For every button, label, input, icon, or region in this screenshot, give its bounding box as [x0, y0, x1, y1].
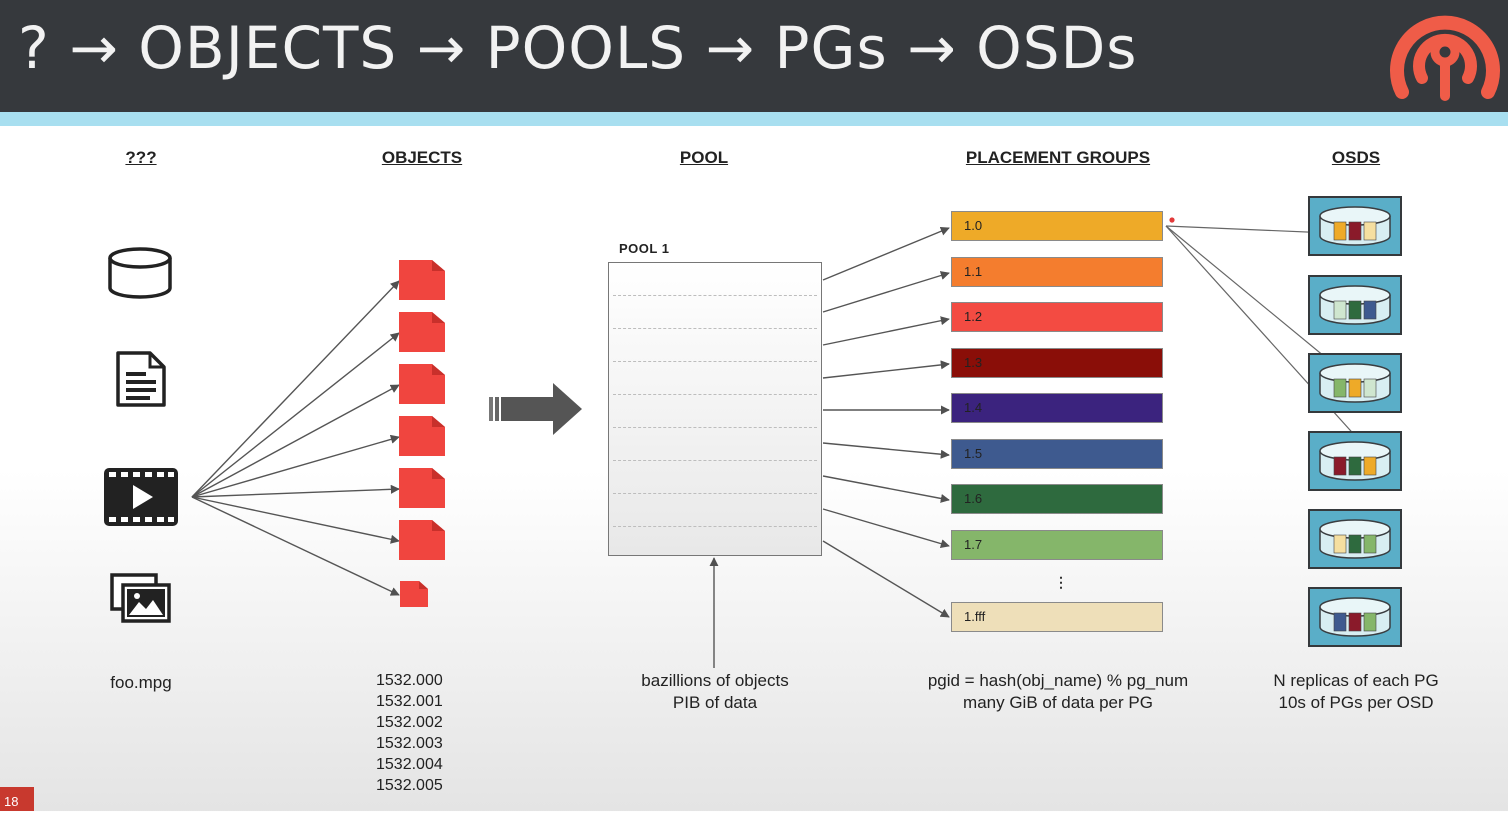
pool-note-line1: bazillions of objects	[641, 671, 789, 690]
pool-box	[608, 262, 822, 556]
pg-id-label: 1.3	[964, 355, 983, 370]
pg-note: pgid = hash(obj_name) % pg_num many GiB …	[928, 670, 1188, 714]
object-icon	[399, 364, 445, 404]
pool-divider	[613, 493, 817, 494]
osd-disk	[1308, 196, 1402, 256]
pg-formula: pgid = hash(obj_name) % pg_num	[927, 671, 1189, 690]
object-id: 1532.003	[376, 735, 443, 752]
column-title-pool: POOL	[679, 148, 729, 167]
disk-icon	[1319, 519, 1391, 559]
pool-divider	[613, 526, 817, 527]
video-icon	[104, 468, 178, 526]
pg-bar-1-fff: 1.fff	[951, 602, 1163, 632]
pg-bar-1-0: 1.0	[951, 211, 1163, 241]
osd-disk	[1308, 587, 1402, 647]
pg-bar-1-4: 1.4	[951, 393, 1163, 423]
database-icon	[108, 247, 172, 299]
document-icon	[116, 351, 166, 407]
osd-note-line2: 10s of PGs per OSD	[1278, 693, 1434, 712]
pool-divider	[613, 427, 817, 428]
osd-disk	[1308, 509, 1402, 569]
pool-divider	[613, 328, 817, 329]
slide-header: ? → OBJECTS → POOLS → PGs → OSDs	[0, 0, 1508, 112]
pg-id-label: 1.fff	[964, 609, 986, 624]
object-icon	[400, 581, 428, 607]
image-icon	[110, 573, 171, 623]
osd-note-line1: N replicas of each PG	[1273, 671, 1439, 690]
object-icon	[399, 468, 445, 508]
object-icon	[399, 312, 445, 352]
ceph-logo-icon	[1390, 15, 1500, 101]
pg-id-label: 1.4	[964, 400, 983, 415]
pg-size-note: many GiB of data per PG	[963, 693, 1153, 712]
object-id: 1532.005	[376, 777, 443, 794]
disk-icon	[1319, 441, 1391, 481]
object-icon	[399, 520, 445, 560]
disk-icon	[1319, 363, 1391, 403]
object-id: 1532.004	[376, 756, 443, 773]
column-title-osds: OSDS	[1331, 148, 1381, 167]
object-id-list: 1532.000 1532.001 1532.002 1532.003 1532.004…	[376, 670, 443, 796]
disk-icon	[1319, 206, 1391, 246]
pg-id-label: 1.5	[964, 446, 983, 461]
pg-id-label: 1.2	[964, 309, 983, 324]
pg-bar-1-6: 1.6	[951, 484, 1163, 514]
disk-icon	[1319, 597, 1391, 637]
pg-bar-1-5: 1.5	[951, 439, 1163, 469]
header-stripe	[0, 112, 1508, 126]
object-id: 1532.001	[376, 693, 443, 710]
pg-bar-1-7: 1.7	[951, 530, 1163, 560]
pool-divider	[613, 361, 817, 362]
object-icon	[399, 416, 445, 456]
pg-id-label: 1.7	[964, 537, 983, 552]
pg-id-label: 1.1	[964, 264, 983, 279]
pg-ellipsis: ⋮	[1054, 574, 1068, 590]
laser-pointer-dot	[1169, 217, 1175, 223]
pg-bar-1-1: 1.1	[951, 257, 1163, 287]
disk-icon	[1319, 285, 1391, 325]
pg-bar-1-3: 1.3	[951, 348, 1163, 378]
pool-divider	[613, 460, 817, 461]
osd-disk	[1308, 431, 1402, 491]
pg-id-label: 1.6	[964, 491, 983, 506]
pg-id-label: 1.0	[964, 218, 983, 233]
source-caption: foo.mpg	[110, 673, 172, 692]
pool-note: bazillions of objects PIB of data	[641, 670, 788, 714]
column-title-unknown: ???	[125, 148, 157, 167]
slide-number: 18	[0, 787, 34, 811]
osd-disk	[1308, 275, 1402, 335]
pool-label: POOL 1	[619, 241, 670, 256]
pool-divider	[613, 394, 817, 395]
object-id: 1532.000	[376, 672, 443, 689]
object-icon	[399, 260, 445, 300]
osd-note: N replicas of each PG 10s of PGs per OSD	[1273, 670, 1438, 714]
pool-divider	[613, 295, 817, 296]
osd-disk	[1308, 353, 1402, 413]
object-id: 1532.002	[376, 714, 443, 731]
pool-note-line2: PIB of data	[672, 693, 758, 712]
pg-bar-1-2: 1.2	[951, 302, 1163, 332]
column-title-objects: OBJECTS	[381, 148, 463, 167]
block-arrow-icon	[489, 383, 582, 435]
slide-title: ? → OBJECTS → POOLS → PGs → OSDs	[18, 14, 1138, 82]
column-title-placement-groups: PLACEMENT GROUPS	[965, 148, 1151, 167]
